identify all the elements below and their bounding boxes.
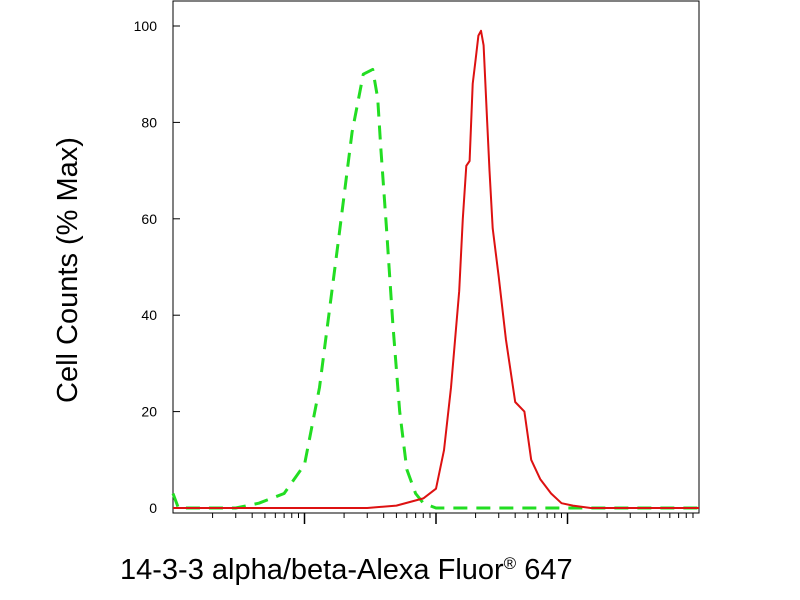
histogram-curves	[171, 29, 699, 510]
y-tick-label: 60	[141, 211, 157, 227]
y-axis-label: Cell Counts (% Max)	[52, 137, 84, 403]
plot-frame	[172, 0, 700, 514]
x-axis-label-main: 14-3-3 alpha/beta-Alexa Fluor	[120, 554, 504, 586]
y-axis: 0 20 40 60 80 100	[134, 18, 180, 516]
x-axis-label-tail: 647	[516, 554, 573, 586]
registered-mark: ®	[503, 554, 517, 573]
x-axis	[212, 513, 694, 524]
y-tick-label: 0	[149, 500, 157, 516]
y-tick-label: 100	[134, 18, 158, 34]
y-tick-label: 40	[141, 307, 157, 323]
y-tick-label: 20	[141, 404, 157, 420]
sample-histogram-curve	[173, 29, 699, 509]
y-tick-label: 80	[141, 114, 157, 130]
x-axis-label: 14-3-3 alpha/beta-Alexa Fluor® 647	[120, 554, 720, 587]
